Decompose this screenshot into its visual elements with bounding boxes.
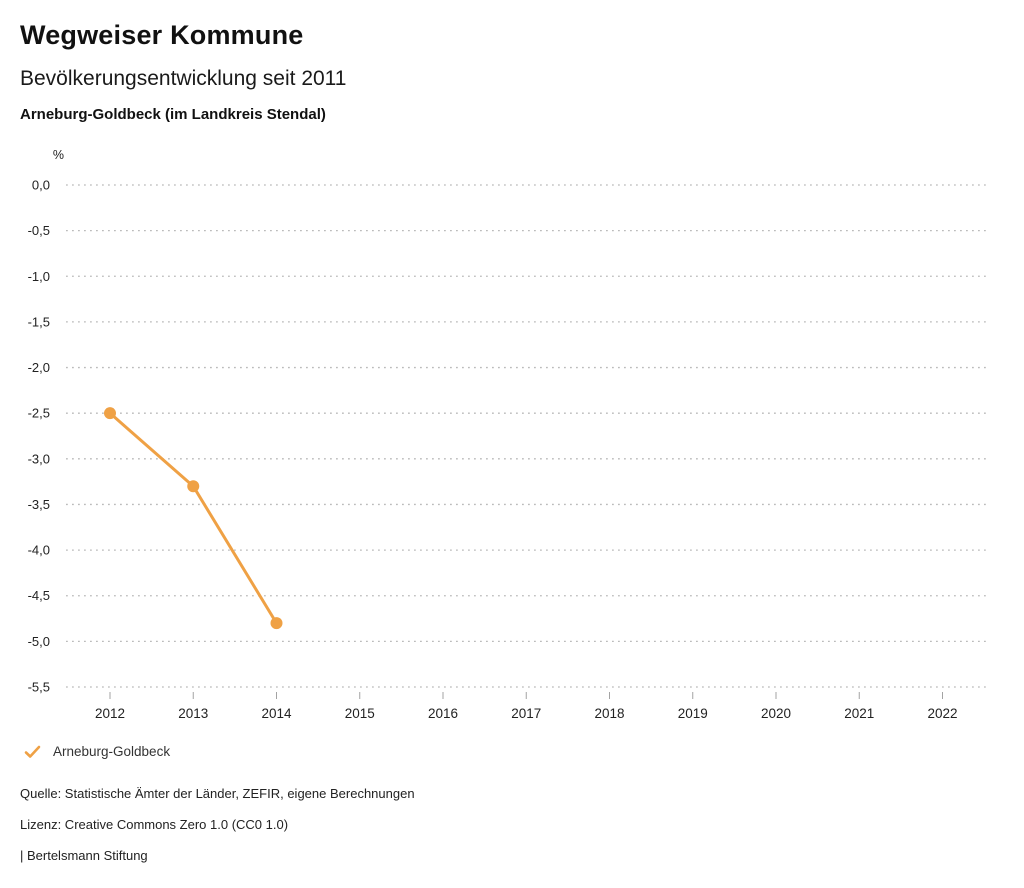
y-tick-label: -1,0 <box>28 269 50 284</box>
x-tick-label: 2017 <box>511 706 541 721</box>
page-title: Wegweiser Kommune <box>20 20 304 50</box>
x-tick-label: 2015 <box>345 706 375 721</box>
attribution-note: | Bertelsmann Stiftung <box>20 848 148 863</box>
data-point-2013[interactable] <box>187 480 200 493</box>
y-tick-label: -4,0 <box>28 543 50 558</box>
y-tick-label: -2,5 <box>28 406 50 421</box>
y-axis-unit-label: % <box>53 148 64 162</box>
x-tick-label: 2022 <box>927 706 957 721</box>
data-point-2012[interactable] <box>104 407 116 420</box>
legend-item-arneburg-goldbeck[interactable]: Arneburg-Goldbeck <box>24 744 170 759</box>
chart-region-subtitle: Arneburg-Goldbeck (im Landkreis Stendal) <box>20 106 326 123</box>
y-tick-label: -1,5 <box>28 314 50 329</box>
x-tick-label: 2021 <box>844 706 874 721</box>
y-tick-label: -4,5 <box>28 588 50 603</box>
y-tick-label: -2,0 <box>28 360 50 375</box>
license-note: Lizenz: Creative Commons Zero 1.0 (CC0 1… <box>20 817 289 832</box>
y-tick-label: -5,5 <box>28 680 50 695</box>
legend-check-icon <box>24 745 41 758</box>
chart-title: Bevölkerungsentwicklung seit 2011 <box>20 67 347 90</box>
legend-label: Arneburg-Goldbeck <box>53 744 171 759</box>
y-tick-label: -3,5 <box>28 497 50 512</box>
y-tick-label: -0,5 <box>28 223 50 238</box>
y-tick-label: 0,0 <box>32 178 50 193</box>
x-tick-label: 2016 <box>428 706 458 721</box>
x-tick-label: 2019 <box>678 706 708 721</box>
source-note: Quelle: Statistische Ämter der Länder, Z… <box>20 786 415 801</box>
y-tick-label: -3,0 <box>28 451 50 466</box>
x-tick-label: 2013 <box>178 706 208 721</box>
line-chart: % 0,0 -0,5 -1,0 -1,5 -2,0 -2,5 -3,0 -3,5 -4,0 -4,5… <box>28 148 990 721</box>
series-line <box>108 411 278 625</box>
x-tick-label: 2018 <box>594 706 624 721</box>
x-tick-label: 2012 <box>95 706 125 721</box>
data-point-2014[interactable] <box>270 617 283 630</box>
y-tick-label: -5,0 <box>28 634 50 649</box>
x-tick-label: 2014 <box>261 706 292 721</box>
x-tick-label: 2020 <box>761 706 791 721</box>
